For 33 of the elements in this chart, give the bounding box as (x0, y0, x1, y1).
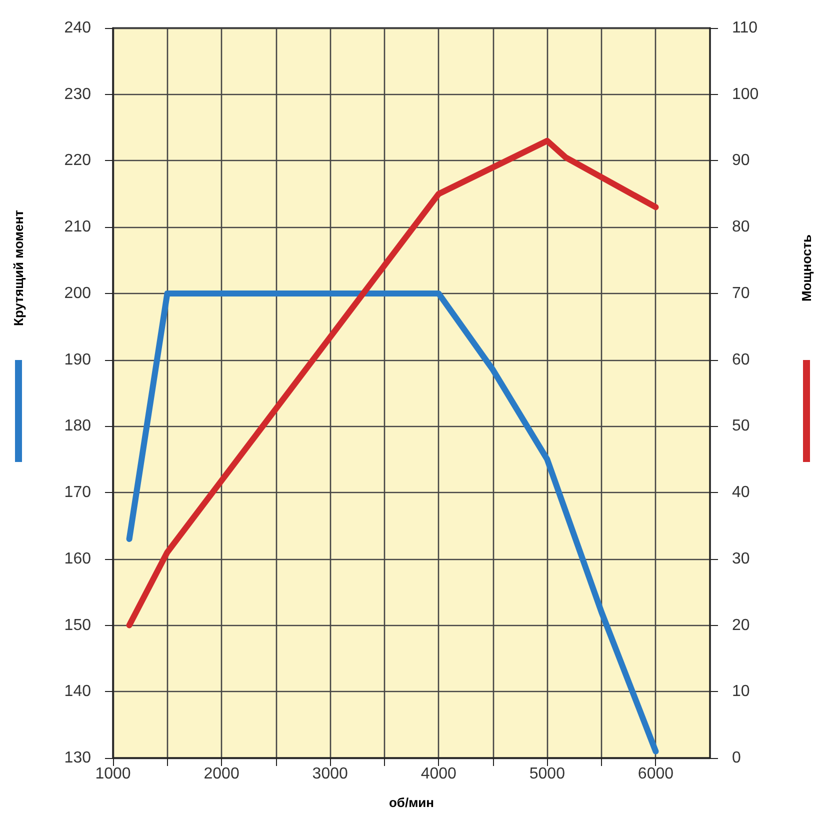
y2-tick-label: 50 (732, 418, 750, 435)
y2-tick-label: 60 (732, 351, 750, 368)
y-tick-label: 160 (64, 550, 92, 568)
x-tick-label: 5000 (529, 766, 566, 782)
y-axis-title: Крутящий момент (10, 209, 27, 328)
y2-tick-label: 70 (732, 284, 750, 302)
x-tick-label: 4000 (420, 766, 457, 782)
y-tick-label: 200 (64, 284, 92, 302)
y2-tick-label: 80 (732, 218, 750, 236)
y-tick-label: 150 (64, 616, 92, 634)
y2-axis-title: Мощность (798, 234, 814, 304)
y2-tick-label: 0 (732, 750, 741, 766)
y-tick-label: 240 (64, 20, 92, 36)
y-tick-label: 130 (64, 750, 92, 766)
y-tick-label: 190 (64, 351, 92, 368)
y-tick-label: 220 (64, 152, 92, 170)
y2-tick-label: 100 (732, 86, 759, 103)
y2-tick-label: 10 (732, 683, 750, 700)
y-tick-label: 180 (64, 418, 92, 435)
x-tick-label: 6000 (638, 766, 674, 782)
y-tick-label: 170 (64, 484, 92, 502)
y-tick-label: 140 (64, 683, 92, 700)
x-tick-label: 2000 (204, 766, 240, 782)
x-axis-title: об/мин (388, 795, 434, 810)
x-tick-label: 1000 (95, 766, 131, 782)
y2-tick-label: 90 (732, 152, 750, 170)
y2-tick-label: 20 (732, 616, 750, 634)
y2-tick-label: 110 (732, 20, 758, 36)
y2-tick-label: 30 (732, 550, 750, 568)
y-tick-label: 210 (64, 218, 92, 236)
y2-tick-label: 40 (732, 484, 750, 502)
x-tick-label: 3000 (312, 766, 348, 782)
y-tick-label: 230 (64, 86, 92, 103)
